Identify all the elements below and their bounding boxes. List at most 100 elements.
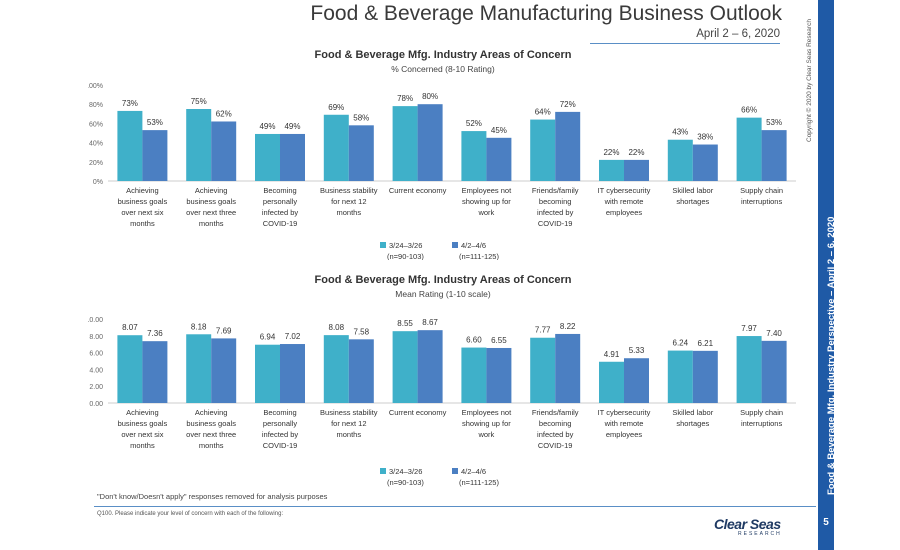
bar-series2 — [624, 159, 649, 181]
data-label: 5.33 — [629, 346, 645, 355]
bar-series1 — [323, 335, 349, 403]
category-label: becoming — [539, 197, 572, 206]
category-label: business goals — [186, 419, 236, 428]
category-label: interruptions — [741, 197, 783, 206]
side-vertical-title: Food & Beverage Mfg. Industry Perspectiv… — [826, 216, 837, 495]
legend-label: 4/2–4/6 — [461, 467, 486, 476]
data-label: 8.18 — [191, 322, 207, 331]
category-label: Business stability — [320, 186, 378, 195]
y-tick-label: 100% — [88, 83, 103, 90]
data-label: 73% — [122, 99, 138, 108]
bar-series2 — [692, 144, 718, 181]
bar-series1 — [255, 133, 280, 181]
legend-swatch — [452, 468, 458, 474]
category-label: showing up for — [462, 419, 511, 428]
data-label: 8.07 — [122, 323, 138, 332]
data-label: 64% — [535, 108, 551, 117]
category-label: Becoming — [263, 186, 296, 195]
survey-date: April 2 – 6, 2020 — [696, 28, 780, 40]
bar-series2 — [211, 338, 237, 403]
bar-series1 — [186, 109, 212, 181]
y-tick-label: 0.00 — [89, 401, 103, 408]
legend-sample-size: (n=90-103) — [387, 478, 424, 487]
y-tick-label: 2.00 — [89, 384, 103, 391]
category-label: over next six — [121, 430, 163, 439]
legend-sample-size: (n=111-125) — [459, 252, 499, 260]
category-label: IT cybersecurity — [598, 408, 651, 417]
y-tick-label: 6.00 — [89, 351, 103, 358]
data-label: 6.21 — [698, 339, 714, 348]
category-label: shortages — [676, 419, 709, 428]
bar-series2 — [624, 358, 649, 403]
bar-series1 — [667, 350, 693, 403]
bar-series2 — [211, 121, 237, 181]
category-label: personally — [263, 197, 297, 206]
category-label: infected by — [262, 430, 299, 439]
legend-swatch — [380, 242, 386, 248]
category-label: employees — [606, 430, 643, 439]
data-label: 8.08 — [329, 323, 345, 332]
bar-series2 — [348, 339, 374, 403]
category-label: COVID-19 — [263, 219, 298, 228]
bar-series1 — [461, 347, 487, 403]
data-label: 7.36 — [147, 329, 163, 338]
bar-series2 — [280, 133, 305, 181]
bar-series1 — [323, 114, 349, 181]
data-label: 7.02 — [285, 332, 301, 341]
bar-series2 — [280, 344, 305, 403]
data-label: 78% — [397, 94, 413, 103]
chart-subtitle: % Concerned (8-10 Rating) — [391, 64, 495, 74]
category-label: Achieving — [126, 186, 159, 195]
category-label: over next three — [186, 208, 236, 217]
category-label: over next three — [186, 430, 236, 439]
bar-series1 — [392, 331, 418, 403]
category-label: with remote — [604, 419, 644, 428]
category-label: personally — [263, 419, 297, 428]
category-label: Supply chain — [740, 186, 783, 195]
category-label: shortages — [676, 197, 709, 206]
category-label: becoming — [539, 419, 572, 428]
data-label: 8.22 — [560, 322, 576, 331]
legend-label: 3/24–3/26 — [389, 241, 422, 250]
data-label: 8.55 — [397, 319, 413, 328]
category-label: Achieving — [195, 408, 228, 417]
data-label: 22% — [603, 148, 619, 157]
category-label: COVID-19 — [263, 441, 298, 450]
bar-series1 — [736, 336, 762, 403]
bar-series1 — [599, 361, 624, 403]
page-title: Food & Beverage Manufacturing Business O… — [310, 2, 782, 25]
category-label: with remote — [604, 197, 644, 206]
y-tick-label: 20% — [89, 160, 103, 167]
category-label: infected by — [262, 208, 299, 217]
data-label: 38% — [697, 133, 713, 142]
category-label: months — [199, 219, 224, 228]
category-label: Supply chain — [740, 408, 783, 417]
bar-series2 — [555, 111, 581, 181]
category-label: months — [199, 441, 224, 450]
bar-series1 — [117, 335, 143, 403]
bar-series1 — [736, 117, 762, 181]
category-label: Achieving — [126, 408, 159, 417]
data-label: 7.69 — [216, 326, 232, 335]
bar-series2 — [142, 130, 168, 181]
legend-label: 3/24–3/26 — [389, 467, 422, 476]
legend-sample-size: (n=111-125) — [459, 478, 499, 487]
category-label: for next 12 — [331, 419, 366, 428]
bar-series2 — [761, 130, 787, 181]
clear-seas-logo: Clear Seas RESEARCH — [714, 516, 784, 540]
category-label: Skilled labor — [672, 186, 713, 195]
category-label: Business stability — [320, 408, 378, 417]
bar-series1 — [599, 159, 624, 181]
side-band — [818, 0, 834, 550]
bar-series2 — [417, 104, 443, 181]
data-label: 53% — [766, 118, 782, 127]
bar-series2 — [761, 340, 787, 403]
data-label: 49% — [259, 122, 275, 131]
data-label: 7.40 — [766, 329, 782, 338]
bar-series1 — [530, 119, 556, 181]
category-label: over next six — [121, 208, 163, 217]
survey-question: Q100. Please indicate your level of conc… — [97, 511, 284, 517]
y-tick-label: 80% — [89, 102, 103, 109]
data-label: 69% — [328, 103, 344, 112]
data-label: 4.91 — [604, 350, 620, 359]
